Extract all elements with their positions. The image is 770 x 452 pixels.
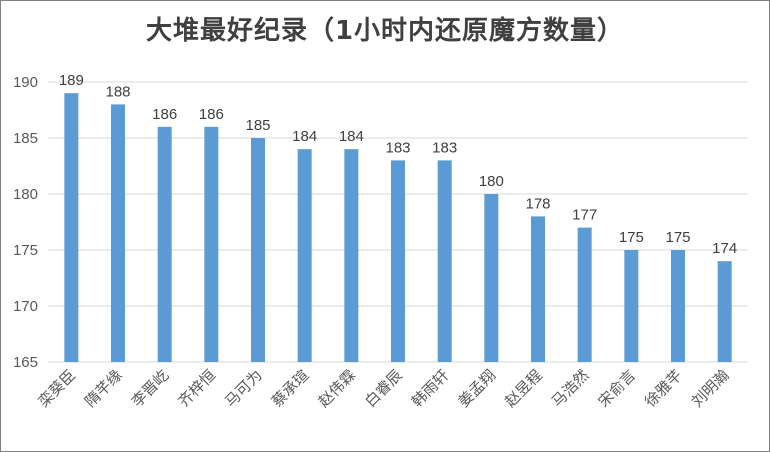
- category-label: 马可为: [221, 366, 266, 411]
- category-label: 刘明瀚: [688, 366, 733, 411]
- data-label: 184: [292, 128, 317, 145]
- category-label: 宋俞言: [595, 366, 640, 411]
- bar: [717, 261, 732, 362]
- bar: [111, 104, 125, 363]
- data-labels: 189 188 186 186 185 184 184 183 183 180 178 177 175 1…: [59, 72, 737, 257]
- bar: [624, 250, 639, 362]
- bar: [577, 227, 592, 362]
- category-labels: 栾葵臣 隋芊缘 李晋屹 齐梓恒 马可为 蔡承瑄 赵伟霖 白睿辰 韩雨轩 姜孟翔 赵昱程 马浩然 宋俞言徐…: [35, 366, 733, 411]
- category-label: 隋芊缘: [81, 366, 126, 411]
- data-label: 186: [199, 106, 224, 123]
- category-label: 韩雨轩: [408, 366, 453, 411]
- data-label: 184: [339, 128, 364, 145]
- category-label: 赵昱程: [501, 366, 546, 411]
- category-label: 徐雅芊: [641, 366, 686, 411]
- data-label: 180: [479, 173, 504, 190]
- data-label: 183: [385, 139, 410, 156]
- y-tick-label: 170: [13, 298, 38, 315]
- bar: [484, 194, 499, 362]
- chart-title: 大堆最好纪录（1小时内还原魔方数量）: [145, 16, 625, 46]
- category-label: 栾葵臣: [35, 366, 80, 411]
- category-label: 马浩然: [548, 366, 593, 411]
- category-label: 齐梓恒: [175, 366, 220, 411]
- data-label: 189: [59, 72, 84, 89]
- bar: [157, 126, 172, 362]
- bar: [297, 149, 312, 362]
- bar: [437, 160, 452, 362]
- category-label: 姜孟翔: [455, 366, 500, 411]
- data-label: 185: [245, 117, 270, 134]
- data-label: 183: [432, 139, 457, 156]
- category-label: 李晋屹: [128, 366, 173, 411]
- bar: [204, 126, 219, 362]
- y-axis-ticks: 165 170 175 180 185 190: [13, 74, 38, 371]
- bar: [64, 93, 79, 362]
- y-tick-label: 175: [13, 242, 38, 259]
- y-tick-label: 190: [13, 74, 38, 91]
- bars: [64, 93, 732, 363]
- data-label: 175: [619, 229, 644, 246]
- category-label: 赵伟霖: [315, 366, 360, 411]
- bar: [531, 216, 545, 362]
- data-label: 178: [525, 195, 550, 212]
- data-label: 186: [152, 106, 177, 123]
- category-label: 白睿辰: [361, 366, 406, 411]
- y-tick-label: 165: [13, 354, 38, 371]
- bar: [251, 138, 265, 362]
- category-label: 蔡承瑄: [268, 366, 313, 411]
- bar: [391, 160, 405, 362]
- data-label: 177: [572, 207, 597, 224]
- bar: [344, 149, 359, 362]
- y-tick-label: 180: [13, 186, 38, 203]
- y-tick-label: 185: [13, 130, 38, 147]
- data-label: 175: [665, 229, 690, 246]
- data-label: 174: [712, 240, 737, 257]
- data-label: 188: [105, 83, 130, 100]
- bar: [671, 250, 685, 362]
